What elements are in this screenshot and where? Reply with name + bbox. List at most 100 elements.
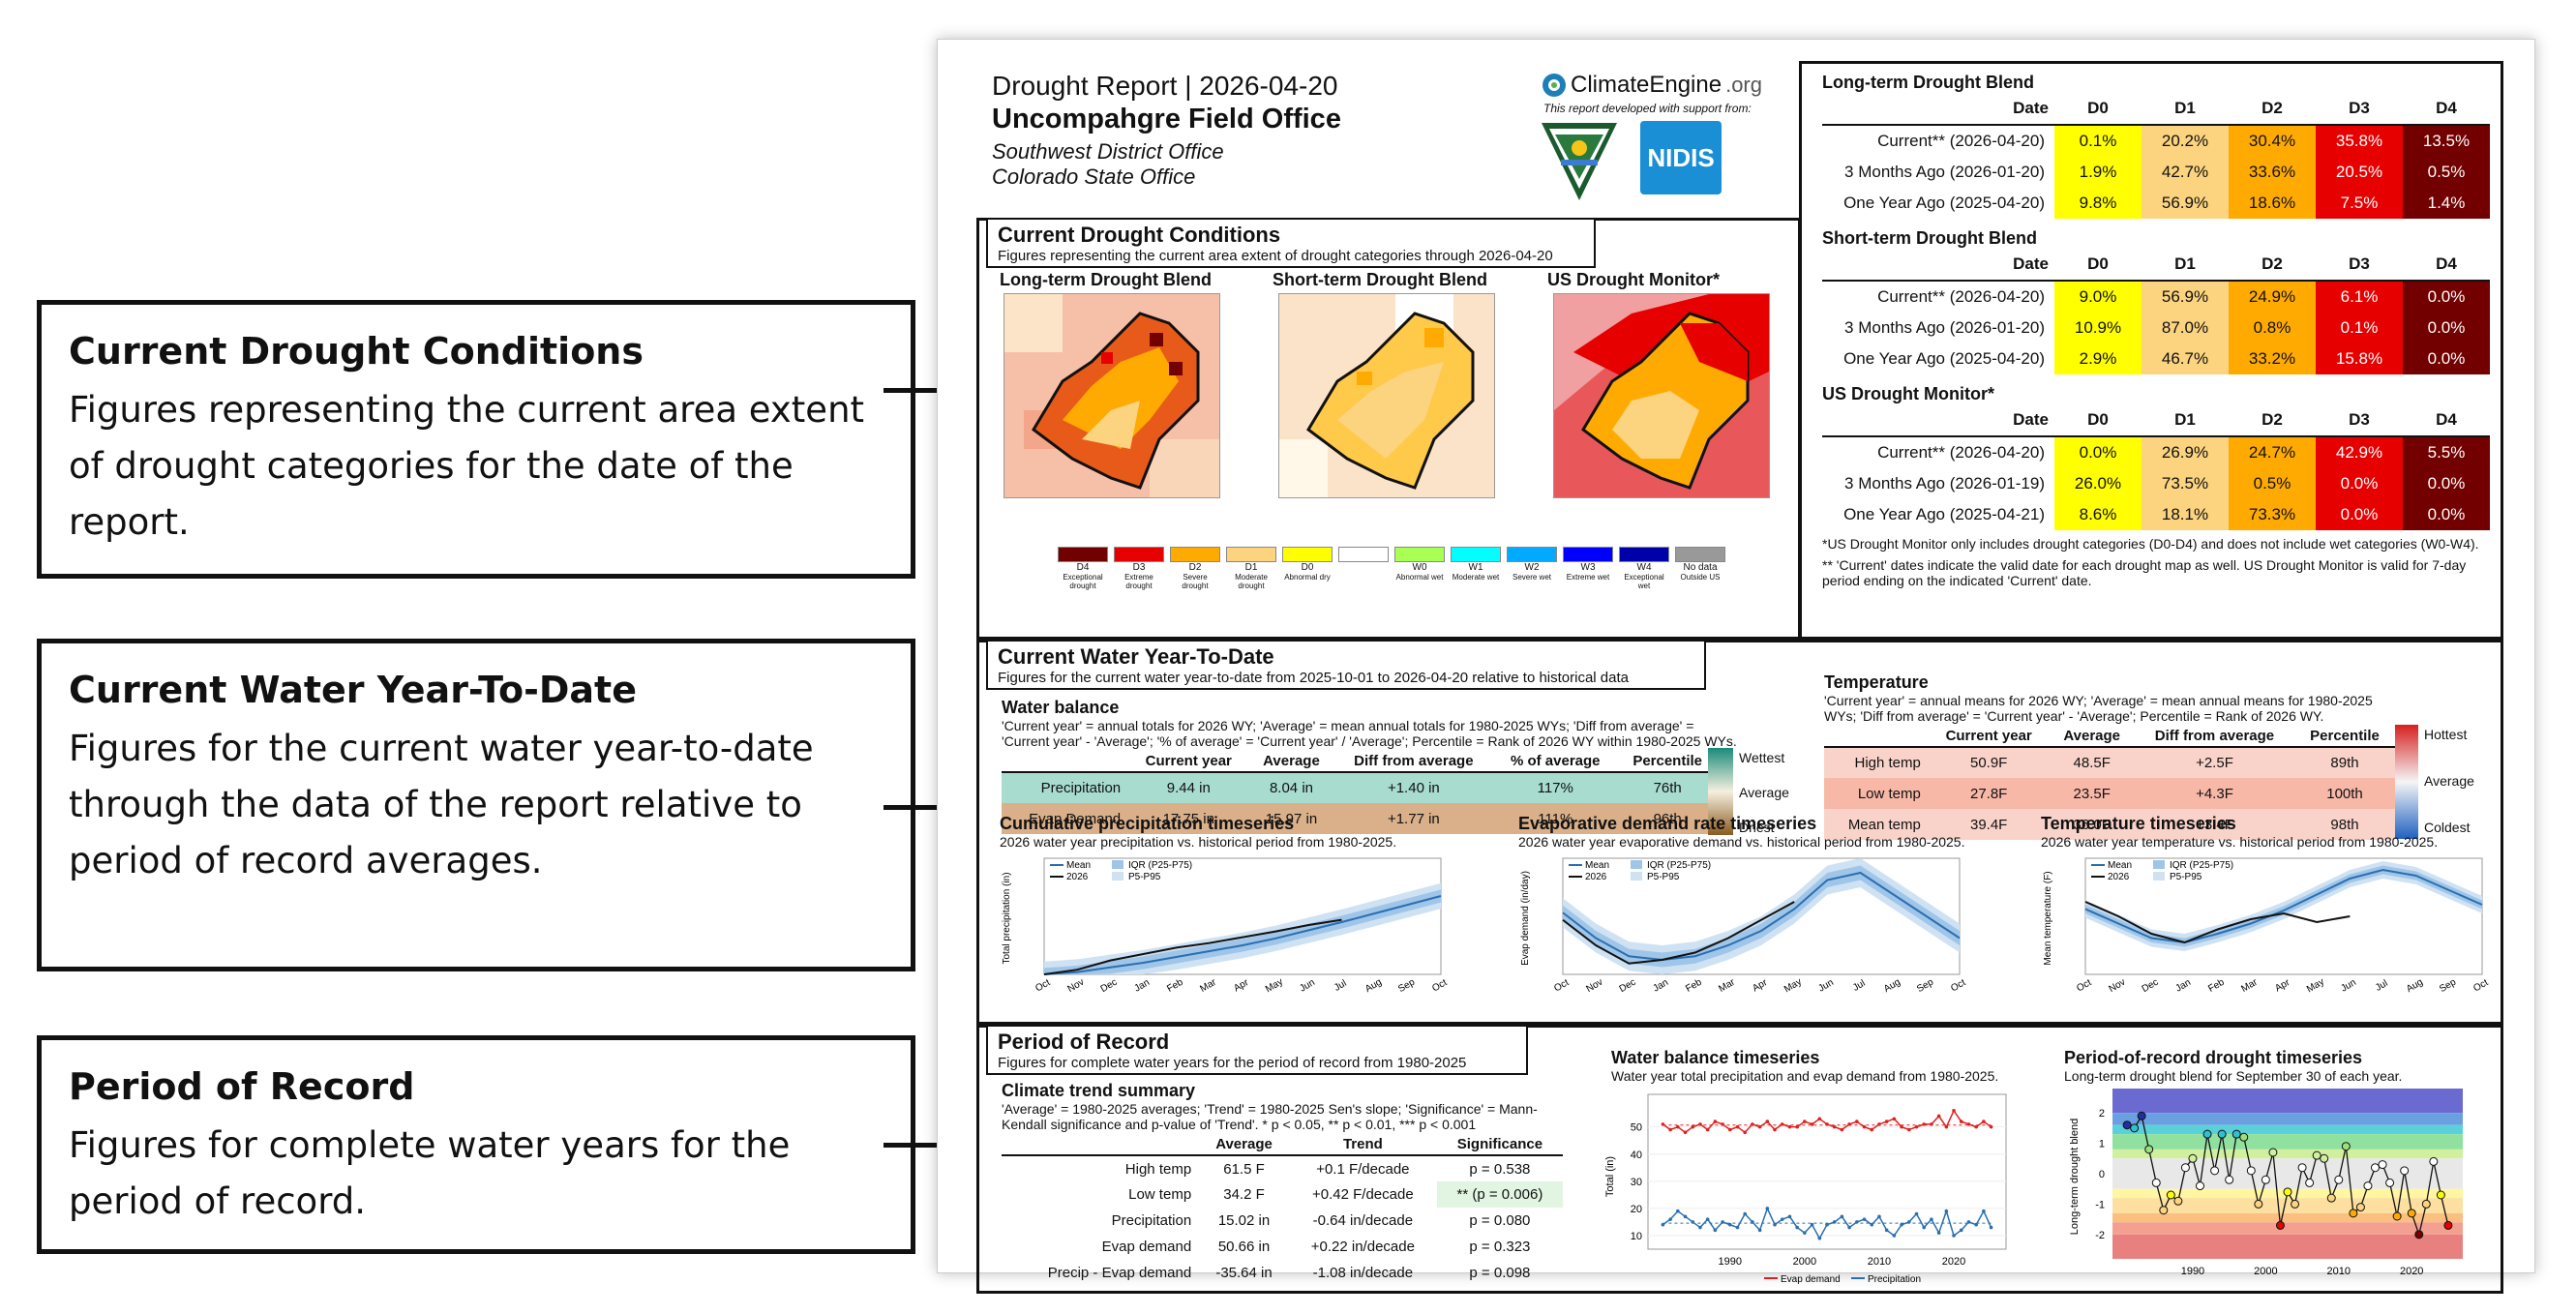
wytd-plot-header: Evaporative demand rate timeseries 2026 w… [1518, 814, 1964, 850]
month-tick-label: Jan [1133, 977, 1152, 995]
table-row: Evap demand 50.66 in +0.22 in/decade p = 0.… [1002, 1234, 1563, 1260]
table-cell: 18.6% [2229, 188, 2316, 219]
data-point [2378, 1160, 2387, 1170]
data-point [1959, 1120, 1963, 1123]
legend-desc: Abnormal wet [1395, 573, 1444, 582]
column-header: D1 [2174, 410, 2196, 429]
trend-desc: 'Average' = 1980-2025 averages; 'Trend' … [1002, 1101, 1538, 1132]
legend-key [1112, 860, 1123, 869]
column-header: D0 [2087, 99, 2109, 117]
data-point [1930, 1217, 1933, 1221]
table-cell: 30.4% [2229, 125, 2316, 157]
data-point [1900, 1222, 1903, 1227]
legend-code: W2 [1524, 562, 1540, 573]
callout-period-of-record: Period of Record Figures for complete wa… [37, 1035, 915, 1254]
column-header: Average [1215, 1136, 1273, 1152]
table-cell: 23.5F [2073, 785, 2111, 802]
data-point [2349, 1209, 2358, 1218]
data-point [2334, 1175, 2344, 1184]
data-point [1847, 1225, 1851, 1230]
column-header: % of average [1510, 753, 1601, 769]
data-point [1892, 1234, 1897, 1238]
column-header: Current year [1145, 753, 1232, 769]
logo-suffix: .org [1725, 73, 1762, 97]
data-point [1825, 1222, 1829, 1227]
legend-desc: Severe drought [1182, 573, 1209, 590]
table-cell: p = 0.080 [1469, 1212, 1531, 1229]
row-label: One Year Ago (2025-04-20) [1843, 194, 2045, 212]
data-point [1780, 1122, 1784, 1126]
table-cell: 50.9F [1969, 755, 2008, 771]
plot-title: Period-of-record drought timeseries [2064, 1048, 2363, 1067]
mean-line [1043, 895, 1442, 975]
table-footnote: *US Drought Monitor only includes drough… [1822, 536, 2479, 552]
data-point [1676, 1209, 1680, 1213]
table-cell: 33.6% [2229, 157, 2316, 188]
legend-code: W1 [1468, 562, 1483, 573]
data-point [1936, 1114, 1941, 1119]
legend-item: No data Outside US [1675, 547, 1725, 590]
table-cell: 0.0% [2403, 468, 2490, 499]
month-tick-label: Sep [2438, 976, 2458, 995]
legend-desc: Abnormal dry [1284, 573, 1331, 582]
data-point [1787, 1124, 1792, 1129]
y-axis-label: Mean temperature (F) [2043, 871, 2053, 965]
drought-report: Drought Report | 2026-04-20 Uncompahgre … [937, 39, 2535, 1294]
callout-current-conditions: Current Drought Conditions Figures repre… [37, 300, 915, 579]
data-point [1944, 1209, 1949, 1213]
month-tick-label: Jul [1851, 978, 1868, 994]
legend-key [2153, 872, 2165, 881]
legend-wettest: Wettest [1739, 750, 1785, 765]
column-header: D0 [2087, 410, 2109, 429]
wytd-heading: Current Water Year-To-Date Figures for t… [986, 640, 1706, 690]
column-header [1002, 1134, 1199, 1155]
row-label: Current** (2026-04-20) [1877, 287, 2045, 306]
table-row: Precipitation 15.02 in -0.64 in/decade p = … [1002, 1208, 1563, 1234]
table-cell: +0.22 in/decade [1310, 1239, 1415, 1255]
data-point [2239, 1132, 2249, 1142]
plot-subtitle: Long-term drought blend for September 30… [2064, 1068, 2403, 1084]
por-heading: Period of Record Figures for complete wa… [986, 1025, 1528, 1075]
drought-category-band [2112, 1149, 2463, 1159]
y-tick-label: 30 [1631, 1177, 1642, 1188]
table-cell: +3.4F [2196, 816, 2233, 833]
table-cell: 56.9% [2142, 281, 2229, 313]
column-header: Date [2013, 99, 2049, 117]
data-point [1832, 1220, 1837, 1224]
table-cell: 34.2 F [1223, 1186, 1265, 1203]
logo-text: ClimateEngine [1570, 72, 1722, 98]
legend-label: Evap demand [1781, 1274, 1841, 1285]
month-tick-label: Feb [1684, 977, 1704, 995]
legend-swatch [1675, 547, 1725, 562]
longterm-drought-map [1003, 293, 1220, 498]
table-row: Low temp 34.2 F +0.42 F/decade ** (p = 0.00… [1002, 1181, 1563, 1208]
data-point [1966, 1220, 1971, 1224]
callout-description: Figures for complete water years for the… [69, 1124, 791, 1222]
legend-swatch [1114, 547, 1164, 562]
column-header: D0 [2087, 254, 2109, 273]
data-point [2407, 1209, 2416, 1218]
table-row: 3 Months Ago (2026-01-20) 10.9% 87.0% 0.8% 0… [1822, 313, 2490, 343]
table-cell: 73.3% [2229, 499, 2316, 530]
table-cell: 0.1% [2316, 313, 2403, 343]
column-header: Diff from average [1354, 753, 1474, 769]
column-header: Percentile [2310, 728, 2380, 744]
data-point [1698, 1225, 1702, 1230]
water-balance-table: Current year Average Diff from average % of… [1002, 751, 1718, 834]
callout-water-year: Current Water Year-To-Date Figures for t… [37, 639, 915, 971]
data-point [1705, 1127, 1710, 1132]
month-tick-label: Apr [1751, 977, 1770, 995]
data-point [1765, 1120, 1770, 1123]
data-point [2151, 1178, 2161, 1187]
column-header: Average [1263, 753, 1320, 769]
y-axis-label: Evap demand (in/day) [1520, 871, 1531, 966]
table-cell: 48.5F [2073, 755, 2111, 771]
drought-category-band [2112, 1113, 2463, 1125]
legend-item: W2 Severe wet [1507, 547, 1557, 590]
table-row: One Year Ago (2025-04-20) 9.8% 56.9% 18.6% 7… [1822, 188, 2490, 219]
column-header: Diff from average [2154, 728, 2275, 744]
row-label: High temp [1854, 755, 1921, 771]
y-tick-label: 0 [2099, 1169, 2105, 1180]
data-point [1840, 1127, 1844, 1132]
row-label: Current** (2026-04-20) [1877, 443, 2045, 462]
